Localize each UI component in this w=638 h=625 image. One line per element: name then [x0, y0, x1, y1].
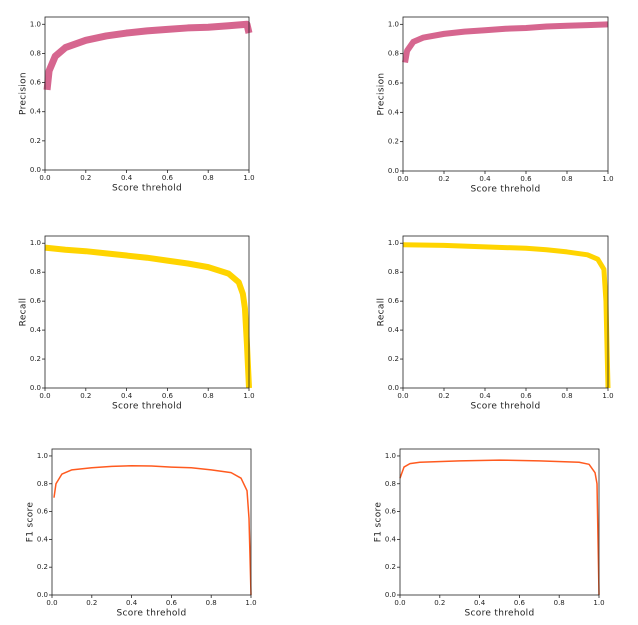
y-tick-label: 0.0 [37, 591, 48, 599]
y-tick-label: 0.4 [388, 326, 400, 334]
y-axis-label: Precision [19, 72, 29, 115]
line [399, 459, 600, 596]
x-tick-label: 0.4 [121, 392, 133, 400]
x-tick-label: 0.8 [561, 175, 572, 183]
y-tick-label: 1.0 [385, 452, 396, 460]
x-tick-label: 0.2 [434, 599, 445, 607]
x-tick-label: 0.0 [397, 175, 408, 183]
line [53, 464, 252, 596]
y-tick-label: 0.4 [30, 108, 42, 116]
x-tick-label: 0.6 [520, 392, 532, 400]
x-tick-label: 0.4 [479, 175, 491, 183]
y-tick-label: 0.0 [30, 166, 41, 174]
x-tick-label: 0.2 [86, 599, 97, 607]
y-tick-label: 0.6 [388, 79, 400, 87]
y-tick-label: 0.4 [385, 535, 397, 543]
y-tick-label: 0.6 [37, 508, 49, 516]
y-tick-label: 0.6 [30, 297, 42, 305]
x-tick-label: 0.2 [80, 392, 91, 400]
y-tick-label: 0.8 [388, 268, 399, 276]
y-tick-label: 0.0 [30, 384, 41, 392]
x-tick-label: 0.4 [121, 174, 133, 182]
x-tick-label: 0.8 [561, 392, 572, 400]
y-tick-label: 0.4 [37, 535, 49, 543]
axes-frame [44, 16, 250, 171]
y-tick-label: 0.2 [385, 563, 396, 571]
line [44, 244, 252, 389]
y-tick-label: 0.8 [388, 50, 399, 58]
y-axis-label: Recall [19, 298, 29, 327]
x-tick-label: 1.0 [602, 175, 613, 183]
y-tick-label: 0.8 [30, 268, 41, 276]
x-tick-label: 0.8 [206, 599, 217, 607]
x-tick-label: 0.0 [394, 599, 405, 607]
x-tick-label: 0.0 [39, 174, 50, 182]
y-axis-label: F1 score [374, 502, 384, 543]
y-tick-label: 0.0 [388, 167, 399, 175]
y-tick-label: 0.4 [30, 326, 42, 334]
axes-frame [399, 448, 600, 596]
x-tick-label: 0.0 [397, 392, 408, 400]
y-tick-label: 1.0 [30, 20, 41, 28]
line [402, 21, 609, 63]
line [402, 242, 611, 389]
x-axis-label: Score threhold [117, 609, 187, 619]
x-tick-label: 1.0 [243, 174, 254, 182]
y-axis-label: Recall [377, 298, 387, 327]
y-tick-label: 1.0 [37, 452, 48, 460]
x-tick-label: 0.8 [203, 174, 214, 182]
y-axis-label: F1 score [26, 502, 36, 543]
x-tick-label: 1.0 [245, 599, 256, 607]
y-tick-label: 0.6 [385, 508, 397, 516]
y-tick-label: 0.4 [388, 108, 400, 116]
y-axis-label: Precision [377, 73, 387, 116]
y-tick-label: 0.2 [388, 138, 399, 146]
y-tick-label: 0.8 [385, 480, 396, 488]
y-tick-label: 0.2 [388, 355, 399, 363]
y-tick-label: 0.8 [37, 480, 48, 488]
x-tick-label: 0.0 [46, 599, 57, 607]
y-tick-label: 0.2 [30, 355, 41, 363]
x-tick-label: 0.6 [162, 174, 174, 182]
axes-frame [402, 235, 609, 389]
y-tick-label: 0.2 [37, 563, 48, 571]
x-tick-label: 1.0 [593, 599, 604, 607]
y-tick-label: 0.6 [30, 79, 42, 87]
y-tick-label: 1.0 [388, 239, 399, 247]
axes-frame [402, 16, 609, 172]
x-tick-label: 0.4 [479, 392, 491, 400]
x-axis-label: Score threhold [471, 402, 541, 412]
y-tick-label: 0.2 [30, 137, 41, 145]
y-tick-label: 0.0 [385, 591, 396, 599]
x-tick-label: 0.2 [80, 174, 91, 182]
x-axis-label: Score threhold [112, 184, 182, 194]
x-tick-label: 0.6 [166, 599, 178, 607]
x-tick-label: 0.2 [438, 175, 449, 183]
x-tick-label: 0.6 [162, 392, 174, 400]
line [43, 20, 253, 91]
x-tick-label: 0.0 [39, 392, 50, 400]
x-tick-label: 0.6 [520, 175, 532, 183]
x-tick-label: 1.0 [243, 392, 254, 400]
axes-frame [51, 448, 252, 596]
y-tick-label: 0.8 [30, 49, 41, 57]
axes-frame [44, 235, 250, 389]
x-tick-label: 0.2 [438, 392, 449, 400]
y-tick-label: 1.0 [30, 239, 41, 247]
x-axis-label: Score threhold [465, 609, 535, 619]
x-axis-label: Score threhold [471, 185, 541, 195]
y-tick-label: 0.0 [388, 384, 399, 392]
x-axis-label: Score threhold [112, 402, 182, 412]
x-tick-label: 0.6 [514, 599, 526, 607]
x-tick-label: 0.4 [474, 599, 486, 607]
y-tick-label: 0.6 [388, 297, 400, 305]
x-tick-label: 0.4 [126, 599, 138, 607]
x-tick-label: 0.8 [554, 599, 565, 607]
x-tick-label: 0.8 [203, 392, 214, 400]
y-tick-label: 1.0 [388, 20, 399, 28]
x-tick-label: 1.0 [602, 392, 613, 400]
